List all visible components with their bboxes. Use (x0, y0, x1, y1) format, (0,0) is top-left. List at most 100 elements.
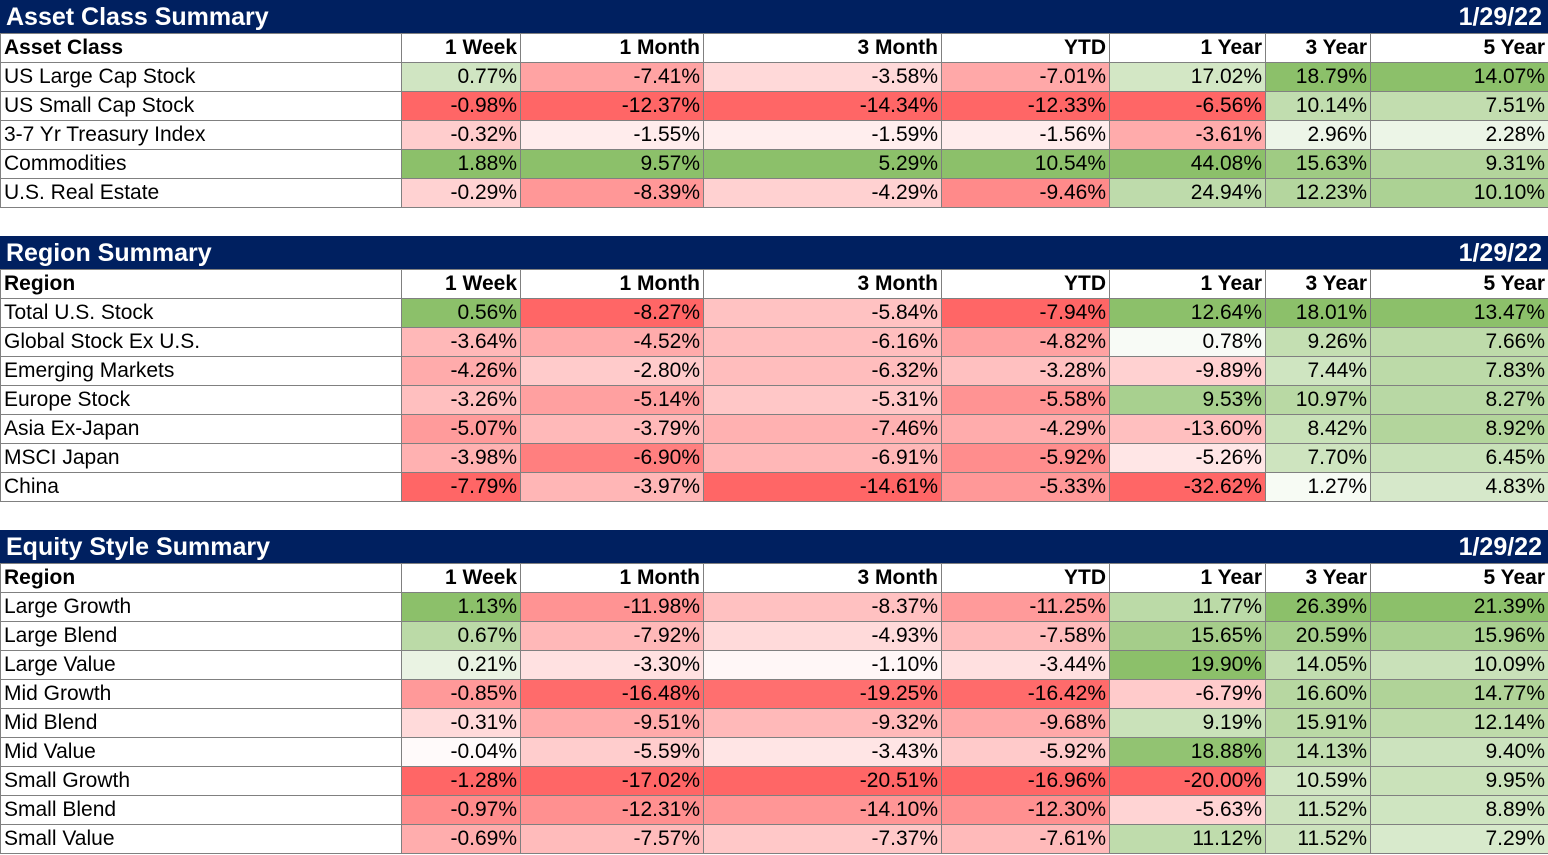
value-cell: 24.94% (1109, 178, 1266, 208)
row-label: Global Stock Ex U.S. (0, 327, 402, 357)
value-cell: -3.26% (401, 385, 521, 415)
row-label: Small Growth (0, 766, 402, 796)
value-cell: 12.64% (1109, 298, 1266, 328)
value-cell: -0.04% (401, 737, 521, 767)
column-header: 5 Year (1370, 269, 1548, 299)
value-cell: -4.82% (941, 327, 1110, 357)
value-cell: -7.37% (703, 824, 942, 854)
column-header: 3 Month (703, 269, 942, 299)
value-cell: -6.32% (703, 356, 942, 386)
row-label: Commodities (0, 149, 402, 179)
value-cell: -5.59% (520, 737, 704, 767)
value-cell: 17.02% (1109, 62, 1266, 92)
value-cell: -6.56% (1109, 91, 1266, 121)
value-cell: -6.91% (703, 443, 942, 473)
value-cell: -5.63% (1109, 795, 1266, 825)
value-cell: -0.98% (401, 91, 521, 121)
value-cell: -3.43% (703, 737, 942, 767)
header-row: Asset Class 1 Week 1 Month 3 Month YTD 1 Year… (0, 33, 1548, 63)
value-cell: -16.42% (941, 679, 1110, 709)
value-cell: -3.44% (941, 650, 1110, 680)
value-cell: 10.10% (1370, 178, 1548, 208)
value-cell: -7.41% (520, 62, 704, 92)
value-cell: -9.68% (941, 708, 1110, 738)
table-row: US Small Cap Stock -0.98% -12.37% -14.34% -1… (0, 91, 1548, 121)
value-cell: -7.94% (941, 298, 1110, 328)
value-cell: 7.83% (1370, 356, 1548, 386)
value-cell: -12.31% (520, 795, 704, 825)
value-cell: -14.10% (703, 795, 942, 825)
value-cell: 18.79% (1265, 62, 1371, 92)
column-header: 1 Year (1109, 563, 1266, 593)
value-cell: 8.27% (1370, 385, 1548, 415)
value-cell: 10.09% (1370, 650, 1548, 680)
value-cell: 0.21% (401, 650, 521, 680)
value-cell: -12.33% (941, 91, 1110, 121)
value-cell: -9.51% (520, 708, 704, 738)
value-cell: -11.25% (941, 592, 1110, 622)
column-header: Asset Class (0, 33, 402, 63)
row-label: Large Growth (0, 592, 402, 622)
value-cell: -1.59% (703, 120, 942, 150)
value-cell: 19.90% (1109, 650, 1266, 680)
value-cell: 10.54% (941, 149, 1110, 179)
value-cell: 11.52% (1265, 795, 1371, 825)
value-cell: -5.84% (703, 298, 942, 328)
value-cell: -8.27% (520, 298, 704, 328)
row-label: MSCI Japan (0, 443, 402, 473)
value-cell: 14.07% (1370, 62, 1548, 92)
column-header: Region (0, 563, 402, 593)
value-cell: -0.29% (401, 178, 521, 208)
value-cell: 15.96% (1370, 621, 1548, 651)
value-cell: -0.32% (401, 120, 521, 150)
value-cell: -2.80% (520, 356, 704, 386)
value-cell: 0.77% (401, 62, 521, 92)
value-cell: 44.08% (1109, 149, 1266, 179)
table-title: Region Summary (6, 239, 212, 267)
value-cell: -3.28% (941, 356, 1110, 386)
row-label: Large Blend (0, 621, 402, 651)
value-cell: 18.88% (1109, 737, 1266, 767)
column-header: 1 Month (520, 563, 704, 593)
value-cell: 10.14% (1265, 91, 1371, 121)
value-cell: -13.60% (1109, 414, 1266, 444)
value-cell: -6.79% (1109, 679, 1266, 709)
value-cell: -4.26% (401, 356, 521, 386)
value-cell: -8.37% (703, 592, 942, 622)
value-cell: -5.07% (401, 414, 521, 444)
column-header: 3 Year (1265, 269, 1371, 299)
row-label: Small Value (0, 824, 402, 854)
value-cell: -4.93% (703, 621, 942, 651)
data-table: Asset Class 1 Week 1 Month 3 Month YTD 1 Year… (0, 33, 1548, 208)
table-row: China -7.79% -3.97% -14.61% -5.33% -32.62% 1.2… (0, 472, 1548, 502)
value-cell: 14.77% (1370, 679, 1548, 709)
value-cell: -7.57% (520, 824, 704, 854)
value-cell: 4.83% (1370, 472, 1548, 502)
row-label: Large Value (0, 650, 402, 680)
value-cell: -16.48% (520, 679, 704, 709)
column-header: 1 Week (401, 33, 521, 63)
region-summary-table: Region Summary 1/29/22 Region 1 Week 1 Month… (0, 236, 1548, 502)
value-cell: -1.55% (520, 120, 704, 150)
row-label: Mid Blend (0, 708, 402, 738)
header-row: Region 1 Week 1 Month 3 Month YTD 1 Year 3 Yea… (0, 563, 1548, 593)
row-label: Europe Stock (0, 385, 402, 415)
value-cell: 0.67% (401, 621, 521, 651)
value-cell: 7.44% (1265, 356, 1371, 386)
value-cell: -6.90% (520, 443, 704, 473)
column-header: Region (0, 269, 402, 299)
value-cell: -7.79% (401, 472, 521, 502)
column-header: 5 Year (1370, 33, 1548, 63)
row-label: US Large Cap Stock (0, 62, 402, 92)
table-title-bar: Region Summary 1/29/22 (0, 236, 1548, 269)
table-row: Small Blend -0.97% -12.31% -14.10% -12.30% -5… (0, 795, 1548, 825)
value-cell: -14.61% (703, 472, 942, 502)
value-cell: -8.39% (520, 178, 704, 208)
value-cell: -12.37% (520, 91, 704, 121)
row-label: 3-7 Yr Treasury Index (0, 120, 402, 150)
value-cell: -7.58% (941, 621, 1110, 651)
value-cell: 9.40% (1370, 737, 1548, 767)
table-date: 1/29/22 (1458, 533, 1542, 561)
value-cell: 12.23% (1265, 178, 1371, 208)
value-cell: -14.34% (703, 91, 942, 121)
